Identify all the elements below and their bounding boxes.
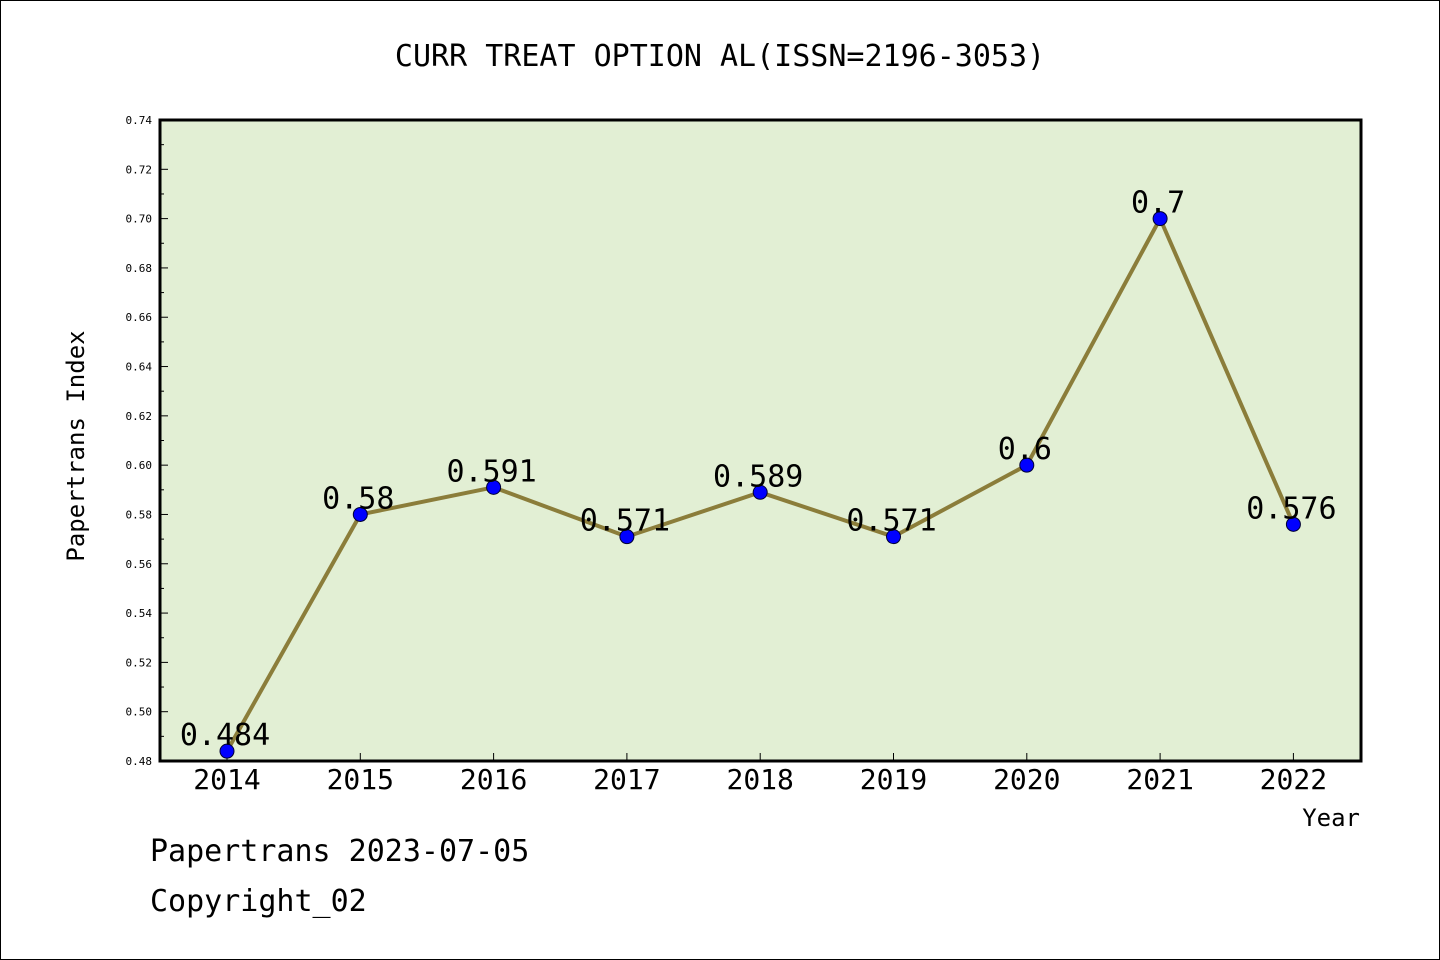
y-tick-label: 0.52 bbox=[126, 656, 153, 669]
data-label: 0.576 bbox=[1246, 491, 1336, 526]
y-tick-label: 0.66 bbox=[126, 311, 153, 324]
x-tick-label: 2015 bbox=[327, 763, 394, 796]
data-point bbox=[752, 484, 768, 500]
y-tick-label: 0.68 bbox=[126, 262, 153, 275]
y-tick-label: 0.70 bbox=[126, 213, 153, 226]
data-label: 0.571 bbox=[580, 504, 670, 539]
data-label: 0.58 bbox=[322, 481, 394, 516]
footer-copyright: Copyright_02 bbox=[150, 884, 367, 919]
y-tick-label: 0.60 bbox=[126, 459, 153, 472]
x-axis: 2014 2015 2016 2017 2018 2019 2020 2021 2022 bbox=[193, 753, 1327, 796]
y-tick-label: 0.54 bbox=[126, 607, 153, 620]
data-point bbox=[1019, 457, 1035, 473]
data-label: 0.484 bbox=[180, 718, 270, 753]
data-point bbox=[486, 479, 502, 495]
x-tick-label: 2021 bbox=[1126, 763, 1193, 796]
data-label: 0.7 bbox=[1131, 186, 1185, 221]
data-point bbox=[219, 743, 235, 759]
x-tick-label: 2017 bbox=[593, 763, 660, 796]
y-tick-label: 0.62 bbox=[126, 410, 153, 423]
data-label: 0.6 bbox=[998, 432, 1052, 467]
x-tick-label: 2022 bbox=[1260, 763, 1327, 796]
y-tick-label: 0.56 bbox=[126, 558, 153, 571]
x-tick-label: 2018 bbox=[726, 763, 793, 796]
y-tick-label: 0.48 bbox=[126, 755, 153, 768]
footer-date: Papertrans 2023-07-05 bbox=[150, 834, 530, 869]
data-point bbox=[352, 506, 368, 522]
y-tick-label: 0.64 bbox=[126, 361, 153, 374]
x-tick-label: 2020 bbox=[993, 763, 1060, 796]
series-layer: 0.484 0.58 0.591 0.571 0.589 0.571 0.6 0.7 0.576 bbox=[180, 186, 1337, 759]
data-label: 0.589 bbox=[713, 459, 803, 494]
y-axis: 0.48 0.50 0.52 0.54 0.56 0.58 0.60 0.62 0.64 0.66… bbox=[126, 114, 168, 768]
y-tick-label: 0.50 bbox=[126, 706, 153, 719]
y-tick-label: 0.58 bbox=[126, 508, 153, 521]
plot-area bbox=[158, 118, 1363, 763]
data-point bbox=[619, 529, 635, 545]
y-tick-label: 0.72 bbox=[126, 163, 153, 176]
data-point bbox=[1285, 516, 1301, 532]
data-label: 0.591 bbox=[446, 454, 536, 489]
data-point bbox=[1152, 211, 1168, 227]
y-axis-label: Papertrans Index bbox=[62, 330, 90, 561]
data-label: 0.571 bbox=[846, 504, 936, 539]
x-axis-label: Year bbox=[1302, 804, 1360, 832]
chart-title: CURR TREAT OPTION AL(ISSN=2196-3053) bbox=[395, 39, 1045, 74]
y-tick-label: 0.74 bbox=[126, 114, 153, 127]
x-tick-label: 2016 bbox=[460, 763, 527, 796]
x-tick-label: 2014 bbox=[193, 763, 260, 796]
x-tick-label: 2019 bbox=[860, 763, 927, 796]
data-point bbox=[886, 529, 901, 545]
